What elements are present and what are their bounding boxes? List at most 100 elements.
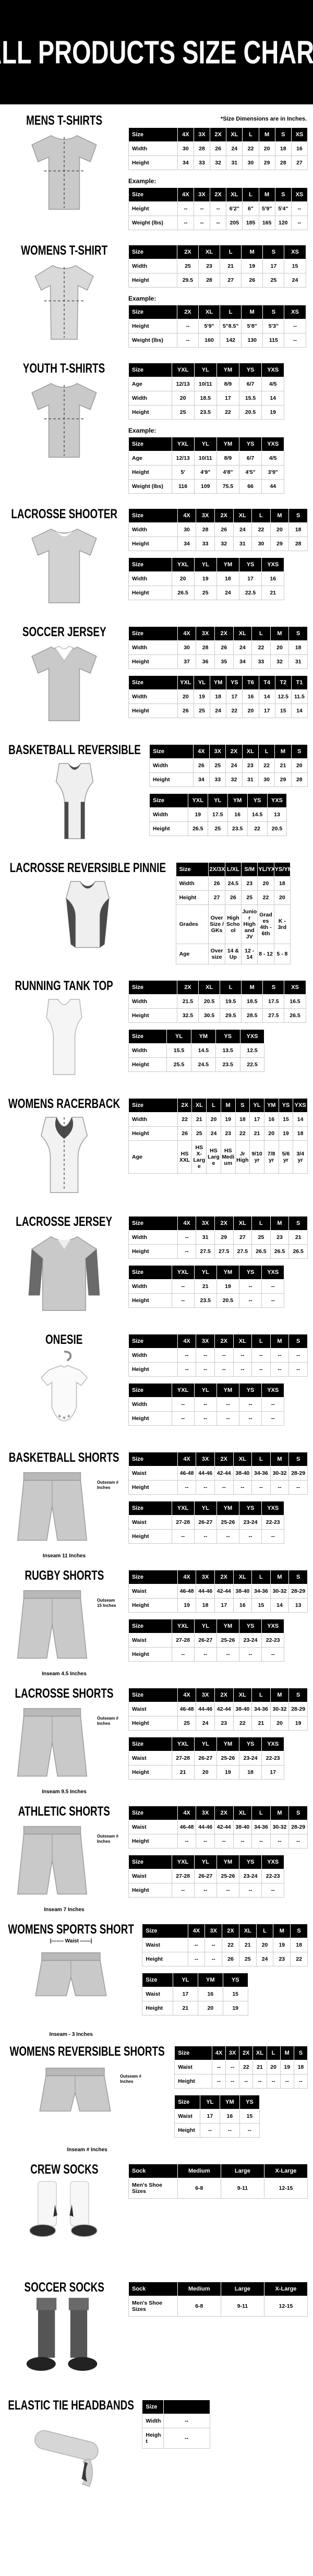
womens-sports-short-tables-column: Size 4X 3X 2X XL L M S Waist -- -- 22 21 20 19 18 Height…: [141, 1923, 311, 2037]
header-row: Size YL YM YS YXS: [128, 1029, 265, 1044]
cell-value: 30-32: [270, 1702, 290, 1716]
cell-value: 26: [214, 522, 234, 537]
column-header: YS: [238, 1619, 262, 1633]
basketball-shorts-product-image: [8, 1466, 96, 1551]
column-header: Size: [174, 2046, 212, 2060]
cell-value: 44-46: [196, 1702, 215, 1716]
header-row: Size 4X 3X 2X XL L M S: [128, 1452, 308, 1466]
soccer-jersey-section-title: SOCCER JERSEY: [22, 625, 106, 640]
cell-value: 142: [220, 333, 242, 348]
cell-value: 26: [177, 703, 194, 718]
column-header: YL: [194, 363, 217, 377]
cell-value: 18: [216, 571, 239, 586]
cell-value: --: [238, 1411, 262, 1426]
cell-value: 27-28: [171, 1515, 195, 1530]
basketball-reversible-product-image: [31, 759, 118, 843]
cell-value: 25: [207, 821, 228, 836]
cell-value: --: [238, 1529, 262, 1544]
cell-value: 46-48: [177, 1820, 197, 1834]
cell-value: --: [177, 1230, 197, 1245]
cell-value: 4'9": [194, 465, 217, 480]
womens-sports-short-waist-measure-label: |------- Waist ------|: [50, 1938, 92, 1944]
header-row: Size 4X 3X 2X XL L M S: [128, 626, 308, 641]
cell-value: 18: [274, 141, 292, 156]
cell-value: 17: [199, 2109, 220, 2124]
athletic-shorts-left-column: ATHLETIC SHORTS Outseam # Inches Inseam 7 …: [1, 1805, 127, 1915]
cell-value: 6-8: [177, 2296, 221, 2317]
column-header: YXL: [171, 437, 195, 451]
cell-value: 26.5: [288, 1244, 308, 1259]
row-label: Waist: [128, 1584, 178, 1599]
cell-value: HS Medium: [220, 1140, 236, 1174]
cell-value: --: [214, 1480, 234, 1495]
table-row: Grades Over Size / GKs High School Junior H…: [175, 904, 291, 944]
column-header: YS: [238, 1855, 262, 1869]
column-header: S: [288, 626, 308, 641]
column-header: 4X: [192, 744, 210, 759]
cell-value: 16: [263, 1112, 279, 1127]
cell-value: --: [288, 1480, 308, 1495]
cell-value: 20: [270, 640, 290, 655]
cell-value: 22: [258, 758, 275, 773]
column-header: YXL: [177, 675, 194, 690]
cell-value: 16: [291, 141, 308, 156]
cell-value: 22-23: [261, 1751, 285, 1766]
table-row: Height -- 27.5 27.5 27.5 26.5 26.5 26.5: [128, 1244, 308, 1259]
cell-value: --: [261, 1529, 285, 1544]
womens-reversible-shorts-section-title: WOMENS REVERSIBLE SHORTS: [9, 2044, 165, 2059]
womens-racerback-product-image: [20, 1113, 108, 1197]
womens-sports-short-left-column: WOMENS SPORTS SHORT |------- Waist ------…: [1, 1923, 141, 2037]
cell-value: 7/8 yr: [263, 1140, 279, 1174]
lacrosse-shooter-image-row: [20, 523, 108, 607]
row-label: Weight (lbs): [128, 216, 178, 230]
cell-value: 22: [233, 1716, 252, 1731]
cell-value: --: [270, 1834, 290, 1848]
cell-value: 44: [261, 479, 285, 494]
cell-value: 30: [242, 156, 259, 170]
column-header: Sock: [128, 2282, 178, 2296]
column-header: YM: [216, 437, 239, 451]
cell-value: 28.5: [241, 1008, 263, 1023]
cell-value: 25: [177, 1716, 197, 1731]
cell-value: 26-27: [194, 1633, 217, 1648]
cell-value: 23: [270, 1230, 290, 1245]
column-header: M: [241, 980, 263, 995]
cell-value: 21: [288, 1230, 308, 1245]
column-header: L: [242, 127, 259, 142]
lacrosse-shooter-size-table-1: Size 4X 3X 2X XL L M S Width 30 28 26 24 22 20 18 Height…: [128, 508, 308, 551]
cell-value: 25: [194, 586, 217, 600]
table-row: Width 20 19 18 17 16: [128, 571, 285, 586]
cell-value: --: [177, 1348, 197, 1363]
onesie-left-column: ONESIE: [1, 1333, 127, 1444]
cell-value: 26: [177, 1126, 192, 1141]
womens-reversible-shorts-left-column: WOMENS REVERSIBLE SHORTS Outseam # Inches…: [1, 2045, 173, 2155]
cell-value: --: [219, 2123, 240, 2138]
column-header: YXS: [261, 557, 285, 572]
basketball-shorts-section-title: BASKETBALL SHORTS: [9, 1450, 119, 1465]
column-header: YL: [194, 1737, 217, 1751]
cell-value: 165: [258, 216, 275, 230]
column-header: YXL: [171, 1501, 195, 1516]
cell-value: 23.5: [194, 405, 217, 420]
column-header: 4X: [177, 1806, 197, 1820]
cell-value: --: [171, 1647, 195, 1662]
lacrosse-reversible-pinnie-left-column: LACROSSE REVERSIBLE PINNIE: [1, 861, 175, 972]
column-header: L: [251, 508, 271, 523]
soccer-jersey-size-table-2: Size YXL YL YM YS T6 T4 T2 T1 Width 20 19 18 17 16 14 12…: [128, 675, 308, 718]
column-header: T2: [274, 675, 292, 690]
lacrosse-shorts-size-table-2: Size YXL YL YM YS YXS Waist 27-28 26-27 25-26 23-2…: [128, 1737, 285, 1780]
column-header: Size: [128, 1452, 178, 1466]
column-header: 3X: [196, 1452, 215, 1466]
column-header: 4X: [177, 127, 194, 142]
cell-value: --: [233, 1362, 252, 1377]
cell-value: Oversize: [208, 944, 225, 964]
cell-value: 34-36: [251, 1584, 271, 1599]
cell-value: 21: [172, 2001, 198, 2016]
column-header: S: [288, 1570, 308, 1584]
column-header: L: [220, 305, 242, 319]
cell-value: --: [194, 1411, 217, 1426]
cell-value: 27.5: [196, 1244, 215, 1259]
section-basketball-reversible: BASKETBALL REVERSIBLE Size 4X 3X 2X XL L M S Widt…: [0, 741, 313, 859]
column-header: XS: [284, 245, 306, 259]
cell-value: 28-29: [288, 1820, 308, 1834]
